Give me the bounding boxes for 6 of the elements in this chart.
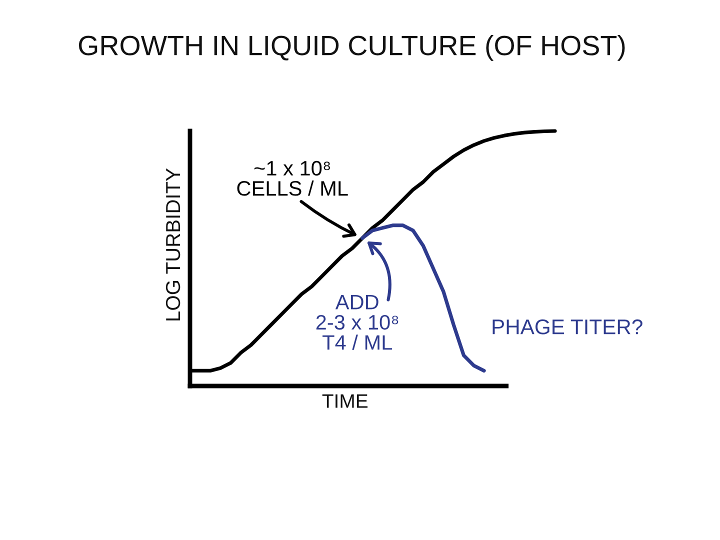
series-label: PHAGE TITER? <box>492 319 642 334</box>
x-axis-title: TIME <box>322 394 368 408</box>
y-axis-title: LOG TURBIDITY <box>166 168 180 320</box>
annotation: ADD 2-3 x 10⁸ T4 / ML <box>316 294 398 350</box>
chart-title: GROWTH IN LIQUID CULTURE (OF HOST) <box>78 35 625 61</box>
annotation: ~1 x 10⁸ CELLS / ML <box>237 160 348 196</box>
